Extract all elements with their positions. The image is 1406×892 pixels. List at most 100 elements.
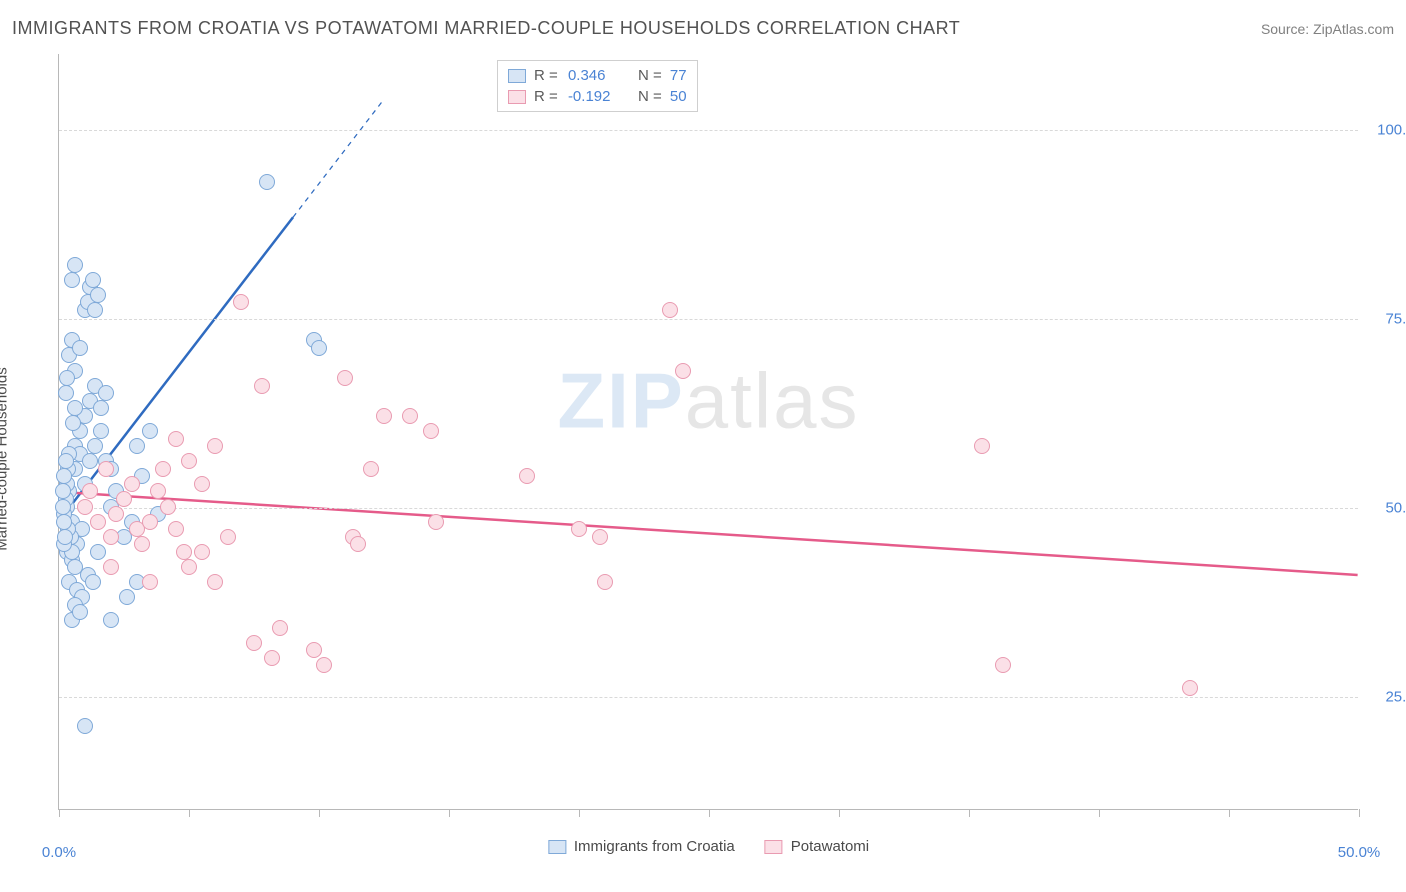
x-tick-label: 0.0% bbox=[42, 844, 76, 861]
watermark-zip: ZIP bbox=[557, 357, 684, 445]
scatter-point bbox=[56, 514, 72, 530]
scatter-point bbox=[160, 499, 176, 515]
scatter-point bbox=[337, 370, 353, 386]
series-legend: Immigrants from Croatia Potawatomi bbox=[548, 836, 869, 857]
scatter-point bbox=[254, 378, 270, 394]
scatter-point bbox=[56, 468, 72, 484]
scatter-point bbox=[974, 438, 990, 454]
scatter-point bbox=[93, 400, 109, 416]
y-tick-label: 50.0% bbox=[1368, 499, 1406, 516]
x-tick bbox=[59, 809, 60, 817]
scatter-point bbox=[246, 635, 262, 651]
scatter-point bbox=[55, 483, 71, 499]
scatter-point bbox=[67, 257, 83, 273]
scatter-point bbox=[72, 604, 88, 620]
scatter-point bbox=[428, 514, 444, 530]
scatter-point bbox=[59, 370, 75, 386]
watermark: ZIPatlas bbox=[557, 356, 859, 447]
stats-legend-text: R = 0.346N = 77 bbox=[534, 67, 687, 84]
scatter-point bbox=[65, 415, 81, 431]
scatter-point bbox=[90, 544, 106, 560]
x-tick bbox=[189, 809, 190, 817]
legend-swatch bbox=[508, 69, 526, 83]
source-label: Source: ZipAtlas.com bbox=[1261, 21, 1394, 37]
series-name: Potawatomi bbox=[791, 838, 869, 855]
scatter-point bbox=[1182, 680, 1198, 696]
plot-area: ZIPatlas R = 0.346N = 77 R = -0.192N = 50… bbox=[58, 54, 1358, 810]
scatter-point bbox=[519, 468, 535, 484]
scatter-point bbox=[57, 529, 73, 545]
chart-title: IMMIGRANTS FROM CROATIA VS POTAWATOMI MA… bbox=[12, 18, 960, 39]
scatter-point bbox=[119, 589, 135, 605]
series-legend-item: Potawatomi bbox=[765, 836, 869, 857]
y-axis-label: Married-couple Households bbox=[0, 367, 11, 550]
scatter-point bbox=[58, 385, 74, 401]
scatter-point bbox=[194, 544, 210, 560]
scatter-point bbox=[108, 506, 124, 522]
stats-legend-row: R = 0.346N = 77 bbox=[508, 65, 687, 86]
x-tick bbox=[1229, 809, 1230, 817]
legend-swatch bbox=[548, 840, 566, 854]
x-tick bbox=[969, 809, 970, 817]
scatter-point bbox=[150, 483, 166, 499]
scatter-point bbox=[168, 431, 184, 447]
scatter-point bbox=[90, 287, 106, 303]
scatter-point bbox=[129, 438, 145, 454]
scatter-point bbox=[194, 476, 210, 492]
watermark-rest: atlas bbox=[685, 357, 860, 445]
x-tick bbox=[579, 809, 580, 817]
scatter-point bbox=[85, 272, 101, 288]
scatter-point bbox=[87, 438, 103, 454]
scatter-point bbox=[597, 574, 613, 590]
stats-legend-row: R = -0.192N = 50 bbox=[508, 86, 687, 107]
scatter-point bbox=[142, 423, 158, 439]
scatter-point bbox=[233, 294, 249, 310]
scatter-point bbox=[571, 521, 587, 537]
series-name: Immigrants from Croatia bbox=[574, 838, 735, 855]
scatter-point bbox=[72, 340, 88, 356]
scatter-point bbox=[181, 559, 197, 575]
scatter-point bbox=[592, 529, 608, 545]
scatter-point bbox=[376, 408, 392, 424]
legend-swatch bbox=[508, 90, 526, 104]
scatter-point bbox=[64, 272, 80, 288]
scatter-point bbox=[316, 657, 332, 673]
scatter-point bbox=[306, 642, 322, 658]
scatter-point bbox=[85, 574, 101, 590]
scatter-point bbox=[82, 483, 98, 499]
scatter-point bbox=[98, 461, 114, 477]
y-tick-label: 75.0% bbox=[1368, 310, 1406, 327]
legend-swatch bbox=[765, 840, 783, 854]
scatter-point bbox=[207, 438, 223, 454]
scatter-point bbox=[662, 302, 678, 318]
scatter-point bbox=[98, 385, 114, 401]
y-tick-label: 100.0% bbox=[1368, 121, 1406, 138]
scatter-point bbox=[124, 476, 140, 492]
scatter-point bbox=[103, 559, 119, 575]
x-tick bbox=[839, 809, 840, 817]
scatter-point bbox=[402, 408, 418, 424]
y-tick-label: 25.0% bbox=[1368, 688, 1406, 705]
scatter-point bbox=[134, 536, 150, 552]
scatter-point bbox=[181, 453, 197, 469]
series-legend-item: Immigrants from Croatia bbox=[548, 836, 735, 857]
scatter-point bbox=[220, 529, 236, 545]
scatter-point bbox=[311, 340, 327, 356]
scatter-point bbox=[142, 514, 158, 530]
scatter-point bbox=[82, 453, 98, 469]
scatter-point bbox=[995, 657, 1011, 673]
stats-legend-box: R = 0.346N = 77 R = -0.192N = 50 bbox=[497, 60, 698, 112]
gridline bbox=[59, 508, 1358, 509]
scatter-point bbox=[423, 423, 439, 439]
scatter-point bbox=[58, 453, 74, 469]
x-tick bbox=[1359, 809, 1360, 817]
chart-container: Married-couple Households ZIPatlas R = 0… bbox=[12, 54, 1394, 864]
gridline bbox=[59, 697, 1358, 698]
x-tick bbox=[709, 809, 710, 817]
gridline bbox=[59, 130, 1358, 131]
scatter-point bbox=[363, 461, 379, 477]
scatter-point bbox=[272, 620, 288, 636]
scatter-point bbox=[116, 491, 132, 507]
x-tick bbox=[449, 809, 450, 817]
scatter-point bbox=[77, 499, 93, 515]
